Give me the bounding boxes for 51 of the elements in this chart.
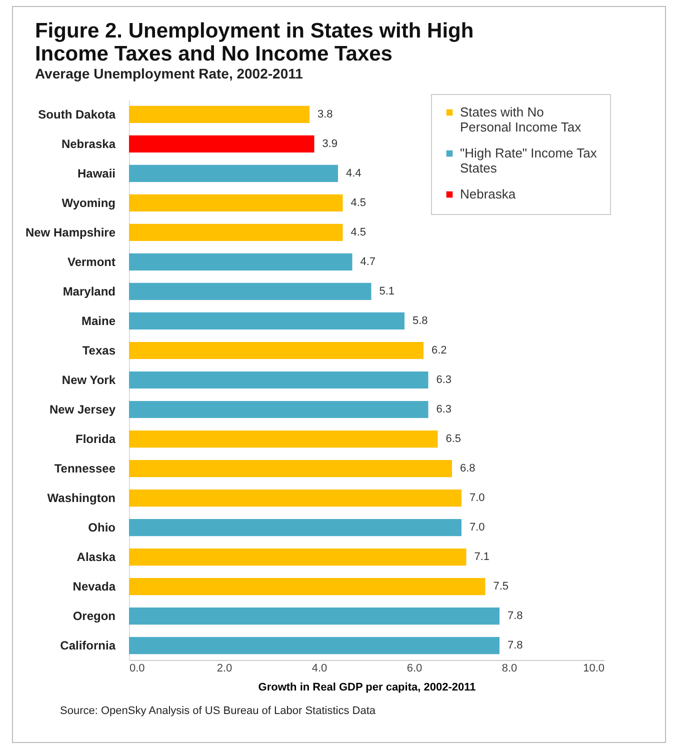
y-tick-label: South Dakota — [38, 107, 116, 122]
data-label: 3.9 — [322, 138, 338, 150]
x-tick-label: 0.0 — [130, 662, 145, 674]
chart-title: Figure 2. Unemployment in States with High Income Taxes and No Income Taxes — [34, 20, 474, 66]
data-label: 7.1 — [474, 551, 490, 564]
x-axis-title: Growth in Real GDP per capita, 2002-2011 — [258, 682, 476, 694]
y-tick-label: New Hampshire — [25, 225, 116, 240]
legend-label: States with No Personal Income Tax — [460, 104, 582, 134]
y-tick-label: New York — [62, 373, 116, 387]
y-tick-label: Maryland — [62, 284, 116, 298]
y-tick-label: Florida — [75, 432, 116, 446]
y-tick-label: Maine — [81, 314, 116, 328]
legend-label: "High Rate" Income Tax States — [460, 146, 598, 176]
data-label: 4.4 — [346, 167, 362, 180]
data-label: 6.3 — [436, 374, 452, 386]
data-label: 7.5 — [493, 580, 509, 593]
y-tick-label: Nevada — [72, 580, 116, 594]
data-label: 3.8 — [318, 108, 333, 120]
data-label: 7.0 — [470, 522, 485, 534]
y-tick-label: New Jersey — [49, 402, 116, 417]
y-tick-label: Alaska — [76, 550, 116, 564]
data-label: 4.5 — [350, 226, 366, 238]
y-tick-label: Oregon — [72, 609, 116, 624]
x-tick-label: 6.0 — [406, 662, 422, 674]
data-label: 6.8 — [460, 462, 476, 475]
y-tick-label: Ohio — [88, 520, 116, 535]
data-label: 5.8 — [412, 314, 428, 327]
data-label: 4.5 — [350, 196, 366, 209]
data-label: 5.1 — [379, 285, 395, 298]
data-label: 6.5 — [446, 433, 462, 446]
chart-subtitle: Average Unemployment Rate, 2002-2011 — [34, 66, 304, 82]
x-tick-label: 4.0 — [312, 662, 328, 674]
legend-label: Nebraska — [460, 186, 516, 202]
data-label: 6.3 — [436, 404, 452, 416]
y-tick-label: Washington — [47, 491, 116, 506]
y-tick-label: Vermont — [67, 254, 116, 269]
source-note: Source: OpenSky Analysis of US Bureau of Labor Statistics Data — [60, 705, 376, 717]
y-tick-label: Nebraska — [61, 136, 116, 151]
x-tick-label: 8.0 — [502, 662, 518, 674]
data-label: 7.0 — [470, 492, 485, 504]
x-tick-label: 2.0 — [216, 662, 232, 674]
y-tick-label: Tennessee — [54, 462, 116, 476]
y-tick-label: California — [60, 638, 116, 653]
data-label: 7.8 — [508, 640, 523, 652]
data-label: 7.8 — [508, 610, 523, 622]
y-tick-label: Hawaii — [77, 166, 116, 180]
y-tick-label: Texas — [82, 343, 116, 358]
x-tick-label: 10.0 — [583, 662, 604, 674]
data-label: 4.7 — [360, 256, 376, 268]
data-label: 6.2 — [432, 344, 447, 356]
y-tick-label: Wyoming — [62, 196, 116, 210]
